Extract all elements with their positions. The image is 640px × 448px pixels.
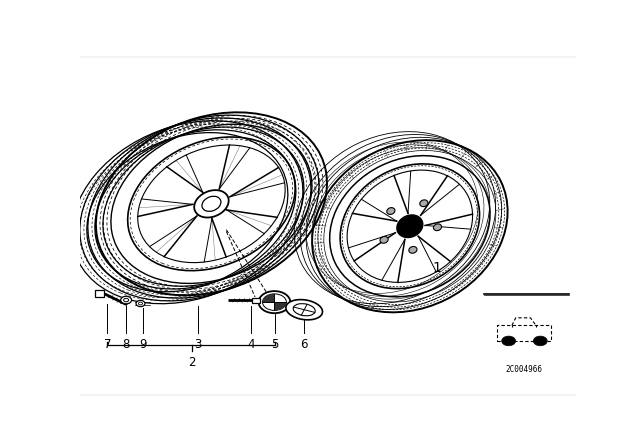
Text: 7: 7 [104,338,111,351]
Text: 2: 2 [188,356,195,369]
Circle shape [259,291,291,313]
Wedge shape [275,302,286,310]
Ellipse shape [397,215,422,237]
Ellipse shape [194,190,228,218]
Circle shape [138,302,143,305]
Circle shape [121,296,132,304]
Text: 1: 1 [433,261,442,275]
Circle shape [124,298,129,302]
Text: 2C004966: 2C004966 [506,365,543,374]
Ellipse shape [433,224,442,231]
Text: 4: 4 [248,338,255,351]
Circle shape [136,301,145,306]
Circle shape [260,292,292,314]
FancyBboxPatch shape [95,290,104,297]
Text: 9: 9 [140,338,147,351]
Text: 8: 8 [122,338,129,351]
Circle shape [502,336,516,346]
Ellipse shape [387,207,395,215]
Ellipse shape [409,246,417,253]
Text: 6: 6 [300,338,308,351]
Ellipse shape [286,300,323,320]
Ellipse shape [380,237,388,243]
Text: 3: 3 [195,338,202,351]
Text: 5: 5 [271,338,278,351]
Wedge shape [262,294,275,302]
Ellipse shape [293,304,315,316]
Ellipse shape [420,200,428,207]
FancyBboxPatch shape [252,297,260,303]
Ellipse shape [202,196,221,211]
Circle shape [533,336,547,346]
